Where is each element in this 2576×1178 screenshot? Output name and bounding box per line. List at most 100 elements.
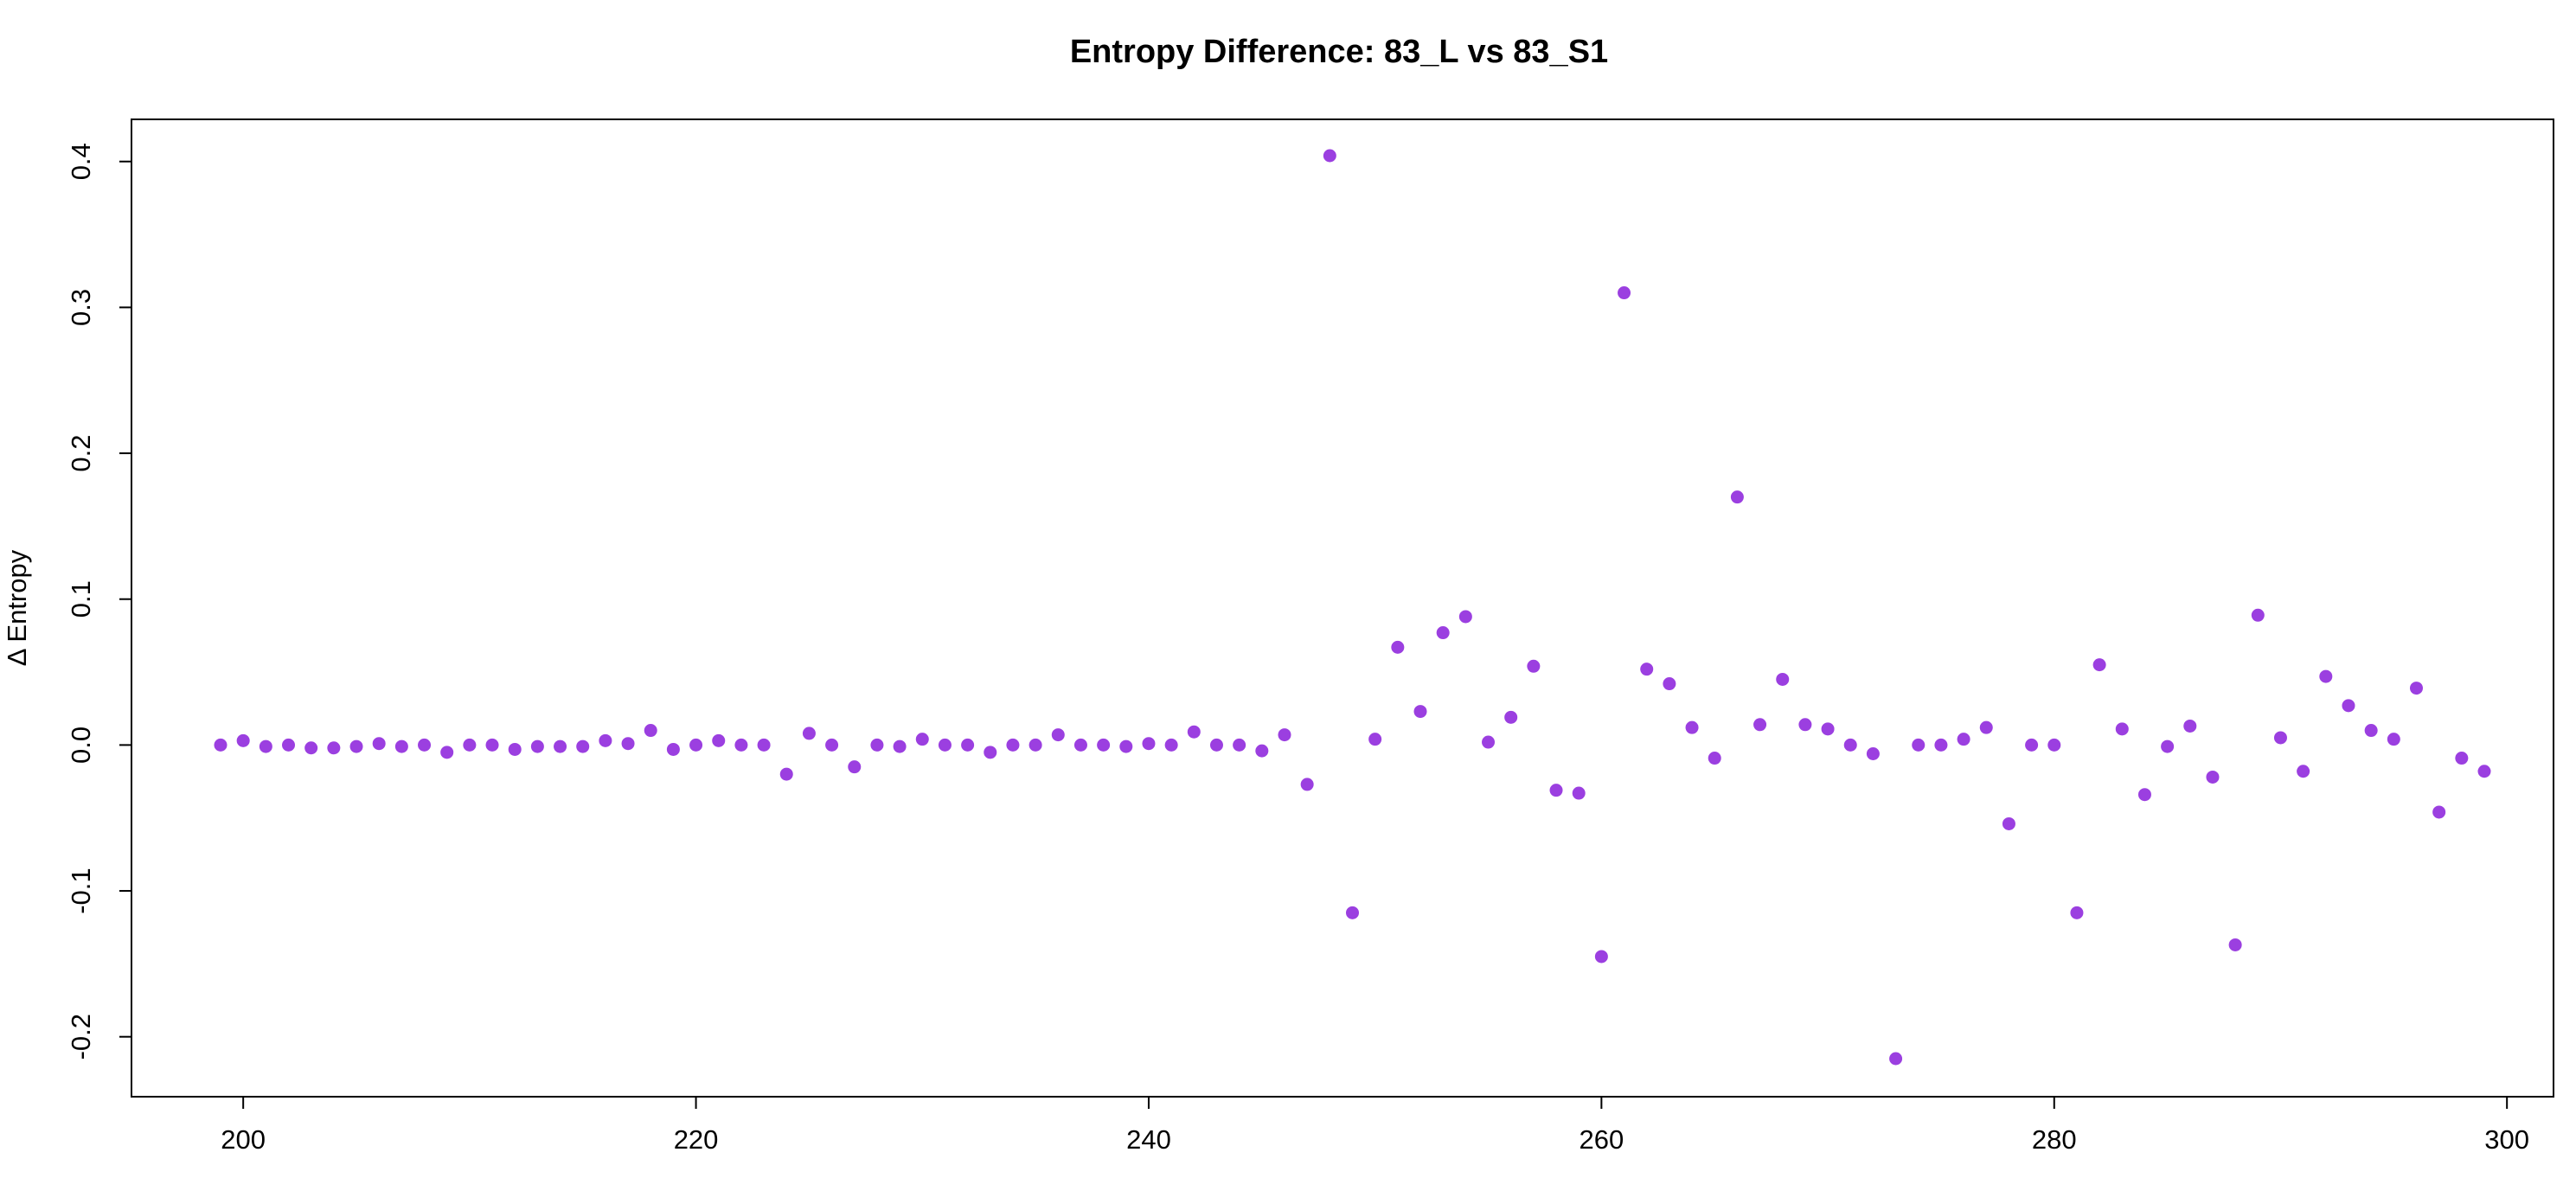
data-point bbox=[1527, 659, 1541, 673]
data-point bbox=[2183, 719, 2197, 733]
data-point bbox=[1843, 738, 1857, 752]
data-point bbox=[1209, 738, 1223, 752]
data-point bbox=[825, 738, 839, 752]
data-point bbox=[1889, 1052, 1903, 1066]
data-point bbox=[1934, 738, 1948, 752]
data-point bbox=[214, 738, 227, 752]
data-point bbox=[1482, 735, 1496, 749]
data-point bbox=[938, 738, 952, 752]
x-tick-label: 260 bbox=[1580, 1124, 1624, 1155]
data-point bbox=[1549, 784, 1563, 797]
data-point bbox=[2342, 699, 2355, 713]
data-point bbox=[1391, 640, 1405, 654]
data-point bbox=[1821, 722, 1835, 736]
y-tick-label: -0.2 bbox=[66, 1014, 96, 1060]
data-point bbox=[1233, 738, 1246, 752]
data-point bbox=[1753, 718, 1767, 732]
data-point bbox=[1323, 149, 1336, 163]
data-point bbox=[1006, 738, 1020, 752]
data-point bbox=[1776, 672, 1790, 686]
y-tick-label: 0.1 bbox=[66, 580, 96, 618]
data-point bbox=[1504, 710, 1518, 724]
data-point bbox=[712, 733, 726, 747]
data-point bbox=[327, 741, 341, 755]
data-point bbox=[2025, 738, 2039, 752]
data-point bbox=[2477, 765, 2491, 778]
data-point bbox=[2002, 816, 2015, 830]
data-point bbox=[1957, 733, 1970, 746]
data-point bbox=[1458, 610, 1472, 624]
data-point bbox=[779, 767, 793, 781]
data-points bbox=[214, 149, 2491, 1066]
data-point bbox=[2206, 770, 2220, 784]
data-point bbox=[418, 738, 432, 752]
data-point bbox=[984, 746, 997, 759]
data-point bbox=[2115, 722, 2129, 736]
data-point bbox=[2297, 765, 2310, 778]
x-axis: 200 220 240 260 280 300 bbox=[221, 1096, 2529, 1155]
data-point bbox=[1028, 738, 1042, 752]
data-point bbox=[848, 760, 862, 774]
data-point bbox=[1187, 725, 1201, 739]
data-point bbox=[1142, 737, 1156, 751]
data-point bbox=[1346, 906, 1359, 919]
data-point bbox=[599, 733, 612, 747]
x-tick-label: 220 bbox=[674, 1124, 719, 1155]
x-tick-label: 300 bbox=[2484, 1124, 2529, 1155]
data-point bbox=[304, 741, 318, 755]
data-point bbox=[2409, 682, 2423, 695]
data-point bbox=[1663, 677, 1676, 691]
data-point bbox=[1912, 738, 1926, 752]
y-tick-label: 0.3 bbox=[66, 289, 96, 326]
data-point bbox=[757, 738, 771, 752]
data-point bbox=[2137, 788, 2151, 802]
data-point bbox=[463, 738, 477, 752]
y-tick-label: 0.0 bbox=[66, 727, 96, 764]
data-point bbox=[915, 733, 929, 746]
data-point bbox=[1368, 733, 1382, 746]
data-point bbox=[1594, 950, 1608, 964]
data-point bbox=[1051, 728, 1065, 742]
data-point bbox=[530, 739, 544, 753]
data-point bbox=[1164, 738, 1178, 752]
data-point bbox=[2070, 906, 2084, 919]
y-tick-label: -0.1 bbox=[66, 867, 96, 913]
data-point bbox=[2432, 805, 2446, 819]
y-tick-label: 0.2 bbox=[66, 435, 96, 472]
data-point bbox=[554, 739, 567, 753]
data-point bbox=[734, 738, 748, 752]
data-point bbox=[666, 742, 680, 756]
data-point bbox=[1640, 663, 1654, 676]
data-point bbox=[2047, 738, 2061, 752]
data-point bbox=[1979, 720, 1993, 734]
plot-area-frame bbox=[131, 118, 2554, 1098]
chart-title: Entropy Difference: 83_L vs 83_S1 bbox=[1070, 34, 1608, 70]
data-point bbox=[576, 739, 590, 753]
data-point bbox=[1073, 738, 1087, 752]
y-axis: -0.2 -0.1 0.0 0.1 0.2 0.3 0.4 bbox=[66, 143, 132, 1060]
data-point bbox=[1730, 490, 1744, 504]
data-point bbox=[802, 727, 816, 740]
data-point bbox=[1798, 718, 1812, 732]
data-point bbox=[1685, 720, 1699, 734]
data-point bbox=[1300, 778, 1314, 791]
data-point bbox=[1436, 626, 1450, 640]
y-axis-label: Δ Entropy bbox=[2, 549, 32, 666]
data-point bbox=[236, 733, 250, 747]
data-point bbox=[644, 724, 657, 738]
data-point bbox=[282, 738, 296, 752]
data-point bbox=[2228, 938, 2242, 951]
data-point bbox=[372, 737, 386, 751]
data-point bbox=[1866, 747, 1880, 761]
data-point bbox=[1413, 705, 1427, 719]
data-point bbox=[2319, 669, 2333, 683]
data-point bbox=[870, 738, 884, 752]
data-point bbox=[961, 738, 975, 752]
y-tick-label: 0.4 bbox=[66, 143, 96, 180]
data-point bbox=[893, 739, 907, 753]
data-point bbox=[1708, 752, 1721, 765]
data-point bbox=[2161, 739, 2175, 753]
data-point bbox=[2455, 752, 2469, 765]
data-point bbox=[1255, 744, 1269, 758]
